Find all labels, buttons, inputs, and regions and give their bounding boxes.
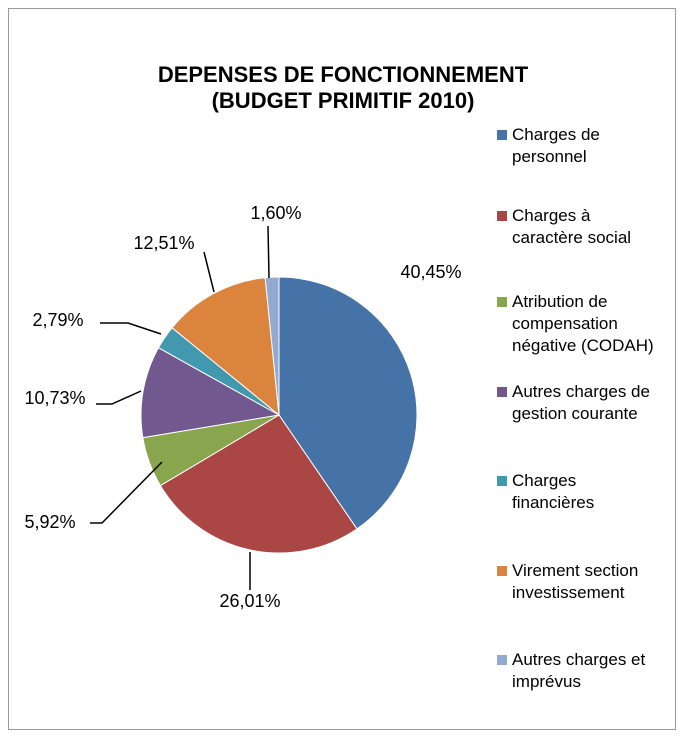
pie-slice xyxy=(140,347,281,439)
leader-line xyxy=(100,322,162,335)
legend-swatch xyxy=(497,387,507,397)
data-label: 40,45% xyxy=(400,262,461,282)
legend-label: Charges à caractère social xyxy=(512,206,632,247)
legend-swatch xyxy=(497,297,507,307)
data-label: 26,01% xyxy=(219,591,280,611)
data-label: 5,92% xyxy=(24,512,75,532)
legend-label: Autres charges de gestion courante xyxy=(512,382,650,423)
legend-swatch xyxy=(497,566,507,576)
leader-line xyxy=(203,251,215,293)
legend-swatch xyxy=(497,476,507,486)
legend-label: Virement section investissement xyxy=(512,561,639,602)
legend-swatch xyxy=(497,211,507,221)
legend-label: Charges de personnel xyxy=(512,125,600,166)
chart-title: DEPENSES DE FONCTIONNEMENT (BUDGET PRIMI… xyxy=(157,62,529,113)
leader-line xyxy=(267,225,270,279)
data-label: 12,51% xyxy=(133,233,194,253)
data-label: 1,60% xyxy=(250,203,301,223)
legend-swatch xyxy=(497,655,507,665)
pie-slice xyxy=(171,277,280,417)
legend-swatch xyxy=(497,130,507,140)
data-label: 10,73% xyxy=(24,388,85,408)
leader-line xyxy=(90,461,163,524)
leader-line xyxy=(96,390,142,405)
pie-slice xyxy=(264,276,280,416)
pie-slice xyxy=(159,414,358,554)
data-label: 2,79% xyxy=(32,310,83,330)
legend-label: Atribution de compensation négative (COD… xyxy=(512,292,654,355)
chart-border xyxy=(8,8,676,730)
pie-slice xyxy=(278,276,418,530)
legend-label: Autres charges et imprévus xyxy=(512,650,646,691)
legend-label: Charges financières xyxy=(512,471,595,512)
